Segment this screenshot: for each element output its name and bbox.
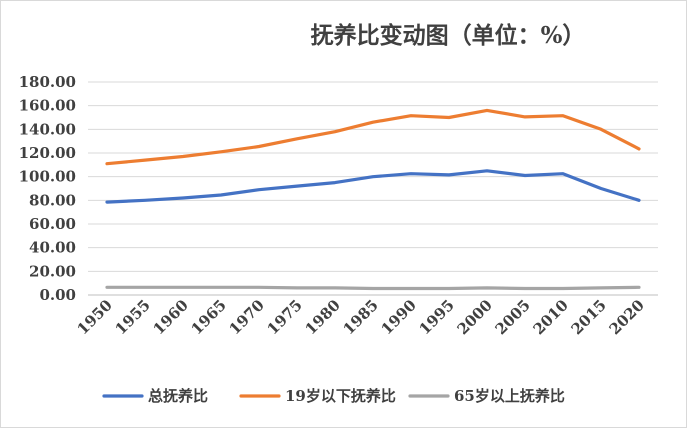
legend: 总抚养比 19岁以下抚养比 65岁以上抚养比 bbox=[102, 387, 565, 405]
x-tick-label: 1985 bbox=[340, 296, 382, 338]
x-tick-label: 2015 bbox=[568, 296, 610, 338]
series-lines bbox=[105, 108, 641, 291]
x-axis-ticks: 1950195519601965197019751980198519901995… bbox=[74, 296, 648, 338]
y-tick-label: 20.00 bbox=[29, 262, 76, 280]
x-tick-label: 1980 bbox=[302, 296, 344, 338]
series-line-0 bbox=[105, 169, 641, 204]
legend-label-0: 总抚养比 bbox=[148, 387, 208, 405]
y-tick-label: 40.00 bbox=[29, 239, 76, 257]
y-tick-label: 160.00 bbox=[19, 97, 76, 115]
x-tick-label: 1990 bbox=[378, 296, 420, 338]
y-tick-label: 60.00 bbox=[29, 215, 76, 233]
series-line-1 bbox=[105, 108, 641, 166]
x-tick-label: 2005 bbox=[492, 296, 534, 338]
gridlines bbox=[88, 81, 658, 296]
y-tick-label: 180.00 bbox=[19, 73, 76, 91]
x-tick-label: 1955 bbox=[112, 296, 154, 338]
legend-label-2: 65岁以上抚养比 bbox=[454, 387, 565, 405]
y-tick-label: 0.00 bbox=[39, 286, 76, 304]
legend-label-1: 19岁以下抚养比 bbox=[285, 387, 396, 405]
x-tick-label: 1975 bbox=[264, 296, 306, 338]
y-tick-label: 140.00 bbox=[19, 120, 76, 138]
y-axis-ticks: 0.00 20.00 40.00 60.00 80.00 100.00 120.00 140.… bbox=[19, 73, 76, 304]
x-tick-label: 2000 bbox=[454, 296, 496, 338]
x-tick-label: 2010 bbox=[530, 296, 572, 338]
y-tick-label: 100.00 bbox=[19, 168, 76, 186]
x-tick-label: 1950 bbox=[74, 296, 116, 338]
x-tick-label: 2020 bbox=[606, 296, 648, 338]
chart-title: 抚养比变动图（单位：%） bbox=[311, 22, 586, 49]
series-line-2 bbox=[105, 285, 641, 291]
x-tick-label: 1970 bbox=[226, 296, 268, 338]
y-tick-label: 80.00 bbox=[29, 191, 76, 209]
x-tick-label: 1960 bbox=[150, 296, 192, 338]
y-tick-label: 120.00 bbox=[19, 144, 76, 162]
x-tick-label: 1995 bbox=[416, 296, 458, 338]
x-tick-label: 1965 bbox=[188, 296, 230, 338]
